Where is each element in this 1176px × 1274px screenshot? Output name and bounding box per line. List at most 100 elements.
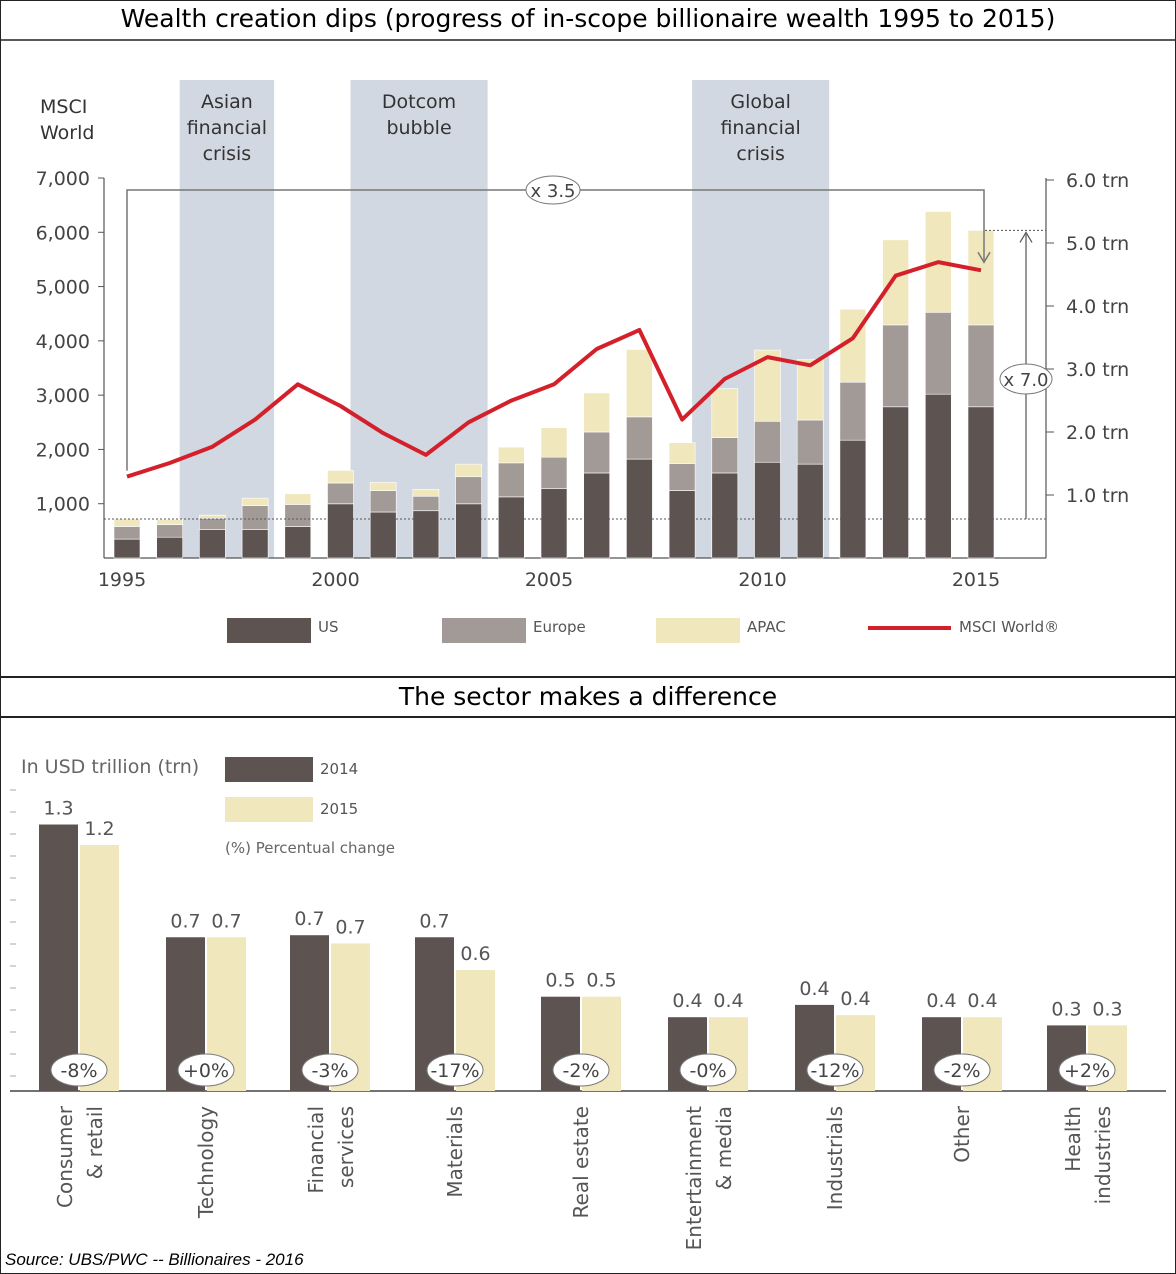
legend-label: MSCI World® — [959, 618, 1059, 636]
bar-europe — [113, 526, 141, 540]
bar-europe — [369, 490, 397, 513]
legend-swatch — [442, 618, 526, 643]
value-label: 0.7 — [335, 916, 365, 938]
shaded-period-label: crisis — [736, 143, 785, 165]
shaded-period — [179, 80, 275, 558]
value-label: 0.6 — [460, 943, 490, 965]
msci-multiple-label: x 3.5 — [531, 181, 576, 202]
x-tick-label: 2015 — [952, 569, 1000, 591]
shaded-period-label: Global — [730, 91, 791, 113]
source-note: Source: UBS/PWC -- Billionaires - 2016 — [5, 1250, 304, 1269]
category-label: Financial — [304, 1106, 328, 1194]
value-label: 0.4 — [926, 990, 956, 1012]
bar-apac — [199, 514, 226, 519]
msci-world-line — [126, 260, 982, 479]
bar-us — [967, 406, 995, 559]
bar-us — [796, 463, 824, 559]
bar-us — [924, 393, 952, 559]
legend-label: 2014 — [320, 760, 358, 778]
bar-us — [455, 503, 482, 559]
category-label: industries — [1091, 1106, 1115, 1204]
bar-us — [540, 488, 568, 559]
bar-europe — [711, 437, 739, 474]
bar-europe — [199, 518, 226, 530]
change-label: -3% — [312, 1060, 349, 1082]
bar-europe — [796, 419, 824, 465]
right-tick-label: 3.0 trn — [1066, 359, 1129, 381]
left-axis-label: World — [40, 122, 94, 144]
bar-us — [369, 511, 397, 559]
multiple-badge — [999, 363, 1053, 395]
change-label: +2% — [1064, 1060, 1110, 1082]
bar-2015 — [80, 845, 119, 1091]
bar-us — [882, 406, 909, 559]
value-label: 0.7 — [419, 910, 449, 932]
bar-apac — [967, 230, 995, 326]
legend-swatch — [225, 797, 313, 822]
bar-apac — [241, 497, 269, 507]
shaded-period-label: Asian — [201, 91, 253, 113]
change-label: -2% — [563, 1060, 600, 1082]
left-tick-label: 1,000 — [36, 494, 90, 516]
bar-us — [754, 461, 781, 559]
bar-europe — [882, 324, 909, 408]
value-label: 1.2 — [84, 818, 114, 840]
right-tick-label: 4.0 trn — [1066, 296, 1129, 318]
unit-label: In USD trillion (trn) — [21, 756, 199, 778]
bar-us — [497, 496, 525, 559]
change-label: -0% — [690, 1060, 727, 1082]
bar-us — [583, 472, 611, 559]
bar-us — [668, 490, 696, 559]
bar-europe — [924, 311, 952, 395]
category-label: Consumer — [53, 1105, 77, 1208]
shaded-period-label: crisis — [203, 143, 252, 165]
change-badge — [552, 1053, 610, 1087]
arrow-head — [977, 251, 991, 264]
change-badge — [50, 1053, 108, 1087]
value-label: 0.3 — [1092, 998, 1122, 1020]
value-label: 0.4 — [713, 990, 743, 1012]
x-tick-label: 2000 — [311, 569, 359, 591]
bar-us — [241, 529, 269, 559]
change-badge — [301, 1053, 359, 1087]
bottom-chart-title: The sector makes a difference — [398, 682, 778, 711]
value-label: 0.5 — [545, 970, 575, 992]
legend-label: APAC — [747, 618, 786, 636]
bar-apac — [113, 518, 141, 527]
bar-europe — [156, 524, 183, 538]
bar-us — [412, 510, 440, 559]
bar-europe — [284, 504, 312, 527]
value-label: 0.4 — [799, 978, 829, 1000]
left-tick-label: 5,000 — [36, 277, 90, 299]
bar-apac — [369, 482, 397, 491]
bar-apac — [284, 493, 312, 505]
bar-us — [839, 439, 867, 559]
change-badge — [679, 1053, 737, 1087]
bar-europe — [967, 324, 995, 408]
bar-apac — [540, 427, 568, 458]
bar-apac — [327, 470, 354, 484]
left-tick-label: 2,000 — [36, 439, 90, 461]
bar-apac — [711, 388, 739, 438]
wealth-multiple-label: x 7.0 — [1004, 370, 1049, 391]
bar-us — [711, 472, 739, 559]
x-tick-label: 2010 — [738, 569, 786, 591]
legend-label: 2015 — [320, 800, 358, 818]
multiple-badge — [525, 175, 581, 205]
left-tick-label: 4,000 — [36, 331, 90, 353]
x-tick-label: 2005 — [525, 569, 573, 591]
category-label: Industrials — [823, 1106, 847, 1210]
value-label: 0.7 — [211, 910, 241, 932]
value-label: 0.7 — [170, 910, 200, 932]
right-tick-label: 2.0 trn — [1066, 422, 1129, 444]
bar-us — [113, 538, 141, 559]
bar-apac — [412, 489, 440, 497]
bar-europe — [583, 431, 611, 474]
x-tick-label: 1995 — [98, 569, 146, 591]
category-label: Entertainment — [682, 1106, 706, 1250]
bar-europe — [839, 381, 867, 441]
change-badge — [426, 1053, 484, 1087]
left-tick-label: 6,000 — [36, 222, 90, 244]
change-label: -2% — [944, 1060, 981, 1082]
bar-europe — [668, 463, 696, 491]
